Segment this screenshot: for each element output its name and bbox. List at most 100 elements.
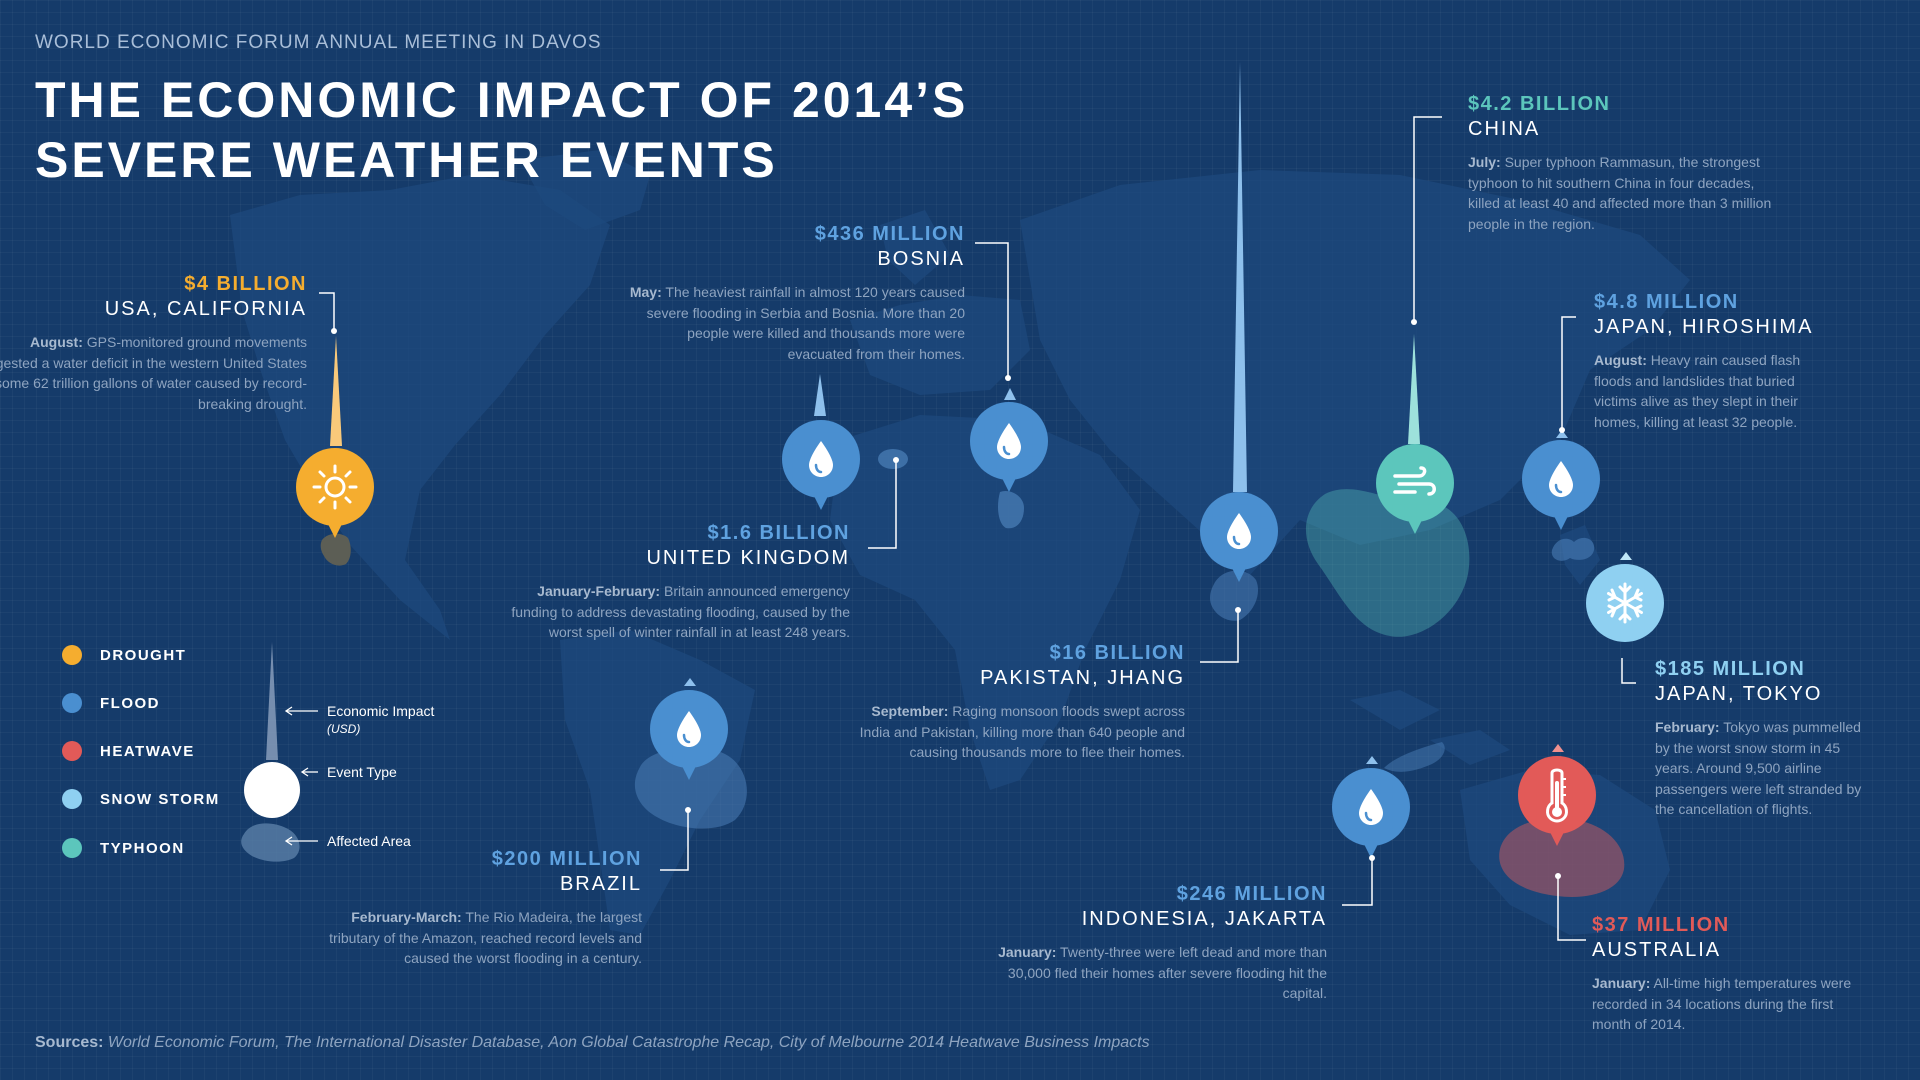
event-description: May: The heaviest rainfall in almost 120… bbox=[629, 284, 965, 362]
water-drop-icon bbox=[809, 441, 833, 477]
event-description: September: Raging monsoon floods swept a… bbox=[859, 703, 1185, 760]
legend-item-typhoon: TYPHOON bbox=[62, 838, 185, 858]
event-amount: $185 MILLION bbox=[1655, 658, 1806, 680]
event-amount: $4 BILLION bbox=[184, 273, 307, 295]
leader-dot-usa bbox=[331, 328, 337, 334]
impact-spike-brazil bbox=[684, 678, 696, 686]
affected-area-pakistan bbox=[1210, 570, 1259, 621]
leader-dot-brazil bbox=[685, 807, 691, 813]
flood-pin-brazil[interactable] bbox=[650, 690, 728, 780]
legend-area-blob bbox=[241, 823, 300, 862]
leader-dot-pakistan bbox=[1235, 607, 1241, 613]
event-amount: $16 BILLION bbox=[1049, 642, 1185, 664]
event-description: January: All-time high temperatures were… bbox=[1592, 975, 1852, 1032]
event-place: BOSNIA bbox=[877, 248, 965, 270]
event-amount: $436 MILLION bbox=[814, 223, 965, 245]
legend-affected-area: Affected Area bbox=[327, 833, 411, 849]
event-description: February: Tokyo was pummelled by the wor… bbox=[1655, 719, 1862, 817]
event-amount: $1.6 BILLION bbox=[707, 522, 850, 544]
header-subtitle: WORLD ECONOMIC FORUM ANNUAL MEETING IN D… bbox=[35, 32, 602, 53]
wind-icon bbox=[1393, 466, 1436, 496]
page-title: THE ECONOMIC IMPACT OF 2014’S SEVERE WEA… bbox=[35, 70, 968, 190]
legend-swatch bbox=[62, 741, 82, 761]
event-description: January-February: Britain announced emer… bbox=[511, 583, 850, 640]
event-description: January: Twenty-three were left dead and… bbox=[998, 944, 1327, 1001]
event-amount: $37 MILLION bbox=[1592, 914, 1730, 936]
typhoon-pin-china[interactable] bbox=[1376, 444, 1454, 534]
event-uk: $1.6 BILLION UNITED KINGDOM January-Febr… bbox=[510, 521, 850, 643]
legend-label: DROUGHT bbox=[100, 646, 187, 664]
event-place: PAKISTAN, JHANG bbox=[980, 667, 1185, 689]
event-amount: $4.8 MILLION bbox=[1594, 291, 1739, 313]
leader-dot-uk bbox=[893, 457, 899, 463]
flood-pin-bosnia[interactable] bbox=[970, 402, 1048, 492]
water-drop-icon bbox=[997, 423, 1021, 459]
legend-label: HEATWAVE bbox=[100, 742, 195, 760]
legend-spike bbox=[266, 642, 278, 760]
impact-spike-bosnia bbox=[1004, 388, 1016, 400]
legend-swatch bbox=[62, 645, 82, 665]
legend-swatch bbox=[62, 693, 82, 713]
event-place: UNITED KINGDOM bbox=[646, 547, 850, 569]
affected-area-hiroshima bbox=[1551, 537, 1595, 561]
affected-area-jakarta bbox=[1384, 742, 1445, 772]
flood-pin-hiroshima[interactable] bbox=[1522, 440, 1600, 530]
flood-pin-pakistan[interactable] bbox=[1200, 492, 1278, 582]
leader-dot-jakarta bbox=[1369, 855, 1375, 861]
event-tokyo: $185 MILLION JAPAN, TOKYO February: Toky… bbox=[1655, 657, 1875, 820]
legend-label: TYPHOON bbox=[100, 839, 185, 857]
event-amount: $200 MILLION bbox=[491, 848, 642, 870]
water-drop-icon bbox=[1227, 513, 1251, 549]
sun-icon bbox=[312, 464, 358, 510]
impact-spike-tokyo bbox=[1620, 552, 1632, 560]
event-description: August: GPS-monitored ground movements s… bbox=[0, 334, 307, 412]
affected-area-australia bbox=[1499, 818, 1625, 897]
event-amount: $4.2 BILLION bbox=[1468, 93, 1611, 115]
event-brazil: $200 MILLION BRAZIL February-March: The … bbox=[302, 847, 642, 969]
event-description: July: Super typhoon Rammasun, the strong… bbox=[1468, 154, 1772, 232]
event-pakistan: $16 BILLION PAKISTAN, JHANG September: R… bbox=[845, 641, 1185, 763]
thermometer-icon bbox=[1546, 768, 1568, 823]
legend-label: SNOW STORM bbox=[100, 790, 220, 808]
impact-spike-jakarta bbox=[1366, 756, 1378, 764]
legend-label: FLOOD bbox=[100, 694, 160, 712]
water-drop-icon bbox=[677, 711, 701, 747]
title-line-1: THE ECONOMIC IMPACT OF 2014’S bbox=[35, 72, 969, 128]
event-china: $4.2 BILLION CHINA July: Super typhoon R… bbox=[1468, 92, 1788, 234]
sources: Sources: World Economic Forum, The Inter… bbox=[35, 1034, 1150, 1051]
event-place: USA, CALIFORNIA bbox=[104, 298, 307, 320]
legend-economic-impact: Economic Impact (USD) bbox=[327, 703, 435, 736]
flood-pin-jakarta[interactable] bbox=[1332, 768, 1410, 858]
snow-storm-pin-tokyo[interactable] bbox=[1586, 564, 1664, 642]
flood-pin-uk[interactable] bbox=[782, 420, 860, 510]
impact-spike-hiroshima bbox=[1556, 430, 1568, 438]
event-place: AUSTRALIA bbox=[1592, 939, 1722, 961]
event-usa: $4 BILLION USA, CALIFORNIA August: GPS-m… bbox=[0, 272, 307, 414]
event-place: JAPAN, HIROSHIMA bbox=[1594, 316, 1814, 338]
leader-dot-hiroshima bbox=[1559, 427, 1565, 433]
affected-area-brazil bbox=[634, 747, 747, 829]
impact-spike-china bbox=[1408, 334, 1420, 444]
impact-spike-australia bbox=[1552, 744, 1564, 752]
event-place: BRAZIL bbox=[559, 873, 642, 895]
water-drop-icon bbox=[1549, 461, 1573, 497]
legend-event-type: Event Type bbox=[327, 764, 397, 780]
event-place: CHINA bbox=[1468, 118, 1541, 140]
event-description: August: Heavy rain caused flash floods a… bbox=[1594, 352, 1801, 430]
legend-item-drought: DROUGHT bbox=[62, 645, 186, 665]
leader-dot-bosnia bbox=[1005, 375, 1011, 381]
drought-pin-usa[interactable] bbox=[296, 448, 374, 538]
event-hiroshima: $4.8 MILLION JAPAN, HIROSHIMA August: He… bbox=[1594, 290, 1834, 432]
heatwave-pin-australia[interactable] bbox=[1518, 756, 1596, 846]
event-australia: $37 MILLION AUSTRALIA January: All-time … bbox=[1592, 913, 1857, 1035]
affected-area-china bbox=[1305, 489, 1470, 637]
impact-spike-uk bbox=[814, 374, 826, 416]
legend-item-flood: FLOOD bbox=[62, 693, 160, 713]
event-jakarta: $246 MILLION INDONESIA, JAKARTA January:… bbox=[987, 882, 1327, 1004]
event-place: JAPAN, TOKYO bbox=[1655, 683, 1823, 705]
water-drop-icon bbox=[1359, 789, 1383, 825]
event-bosnia: $436 MILLION BOSNIA May: The heaviest ra… bbox=[625, 222, 965, 364]
legend-item-heatwave: HEATWAVE bbox=[62, 741, 195, 761]
legend-swatch bbox=[62, 789, 82, 809]
